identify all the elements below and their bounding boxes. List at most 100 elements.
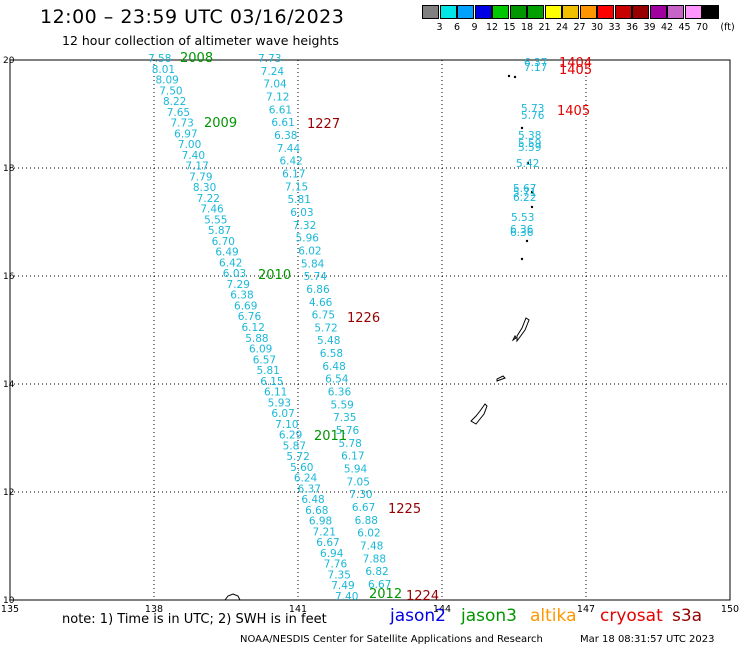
island-dot (525, 239, 529, 243)
swh-value: 6.38 (274, 130, 297, 142)
mission-label-jason3: jason3 (461, 606, 517, 626)
jason3-time-label: 2010 (258, 268, 291, 283)
colorbar-label: 24 (555, 22, 569, 33)
swh-value: 6.36 (328, 387, 352, 399)
swh-value: 7.58 (148, 53, 171, 65)
colorbar-swatch (684, 5, 702, 19)
colorbar-label: 45 (678, 22, 691, 33)
lon-tick-label: 147 (577, 604, 595, 615)
island-outline (511, 334, 517, 342)
colorbar-swatch (579, 5, 597, 19)
swh-value: 5.60 (290, 462, 313, 474)
island-outline (496, 375, 506, 382)
swh-value: 5.74 (304, 271, 328, 283)
swh-value: 7.76 (324, 559, 348, 571)
swh-value: 6.94 (320, 548, 344, 560)
swh-value: 6.48 (322, 361, 345, 373)
swh-value: 7.10 (275, 419, 298, 431)
swh-value: 7.44 (277, 143, 301, 155)
island-outline (516, 317, 530, 343)
swh-value: 6.61 (269, 104, 292, 116)
swh-value: 5.42 (516, 158, 539, 170)
swh-value: 7.21 (313, 526, 336, 538)
lat-tick-label: 14 (3, 380, 15, 390)
swh-value: 5.48 (317, 335, 340, 347)
swh-value: 7.88 (363, 553, 386, 565)
colorbar-unit: (ft) (720, 22, 735, 33)
s3a-time-label: 1404 (559, 56, 592, 71)
swh-value: 5.72 (286, 451, 309, 463)
island-dot (530, 190, 534, 194)
colorbar-label: 70 (695, 22, 709, 33)
swh-value: 5.87 (283, 440, 306, 452)
colorbar-swatch (614, 5, 632, 19)
swh-value: 6.97 (174, 128, 197, 140)
swh-value: 8.09 (155, 75, 178, 87)
swh-value: 6.17 (341, 451, 364, 463)
colorbar-swatch (667, 5, 684, 19)
cryosat-time-label: 1226 (347, 311, 380, 326)
page-subtitle: 12 hour collection of altimeter wave hei… (62, 33, 339, 48)
swh-value: 5.38 (518, 130, 541, 142)
swh-value: 4.66 (309, 297, 333, 309)
lat-tick-label: 20 (3, 56, 15, 66)
swh-value: 7.24 (261, 66, 285, 78)
lat-tick-label: 18 (3, 164, 15, 174)
colorbar-label: 9 (471, 22, 478, 33)
colorbar-swatch (702, 5, 719, 19)
colorbar-swatch (492, 5, 509, 19)
swh-value: 5.87 (208, 225, 231, 237)
swh-value: 6.11 (264, 387, 287, 399)
swh-value: 6.69 (234, 300, 257, 312)
colorbar-label: 12 (485, 22, 499, 33)
swh-value: 5.55 (204, 214, 227, 226)
swh-value: 7.32 (293, 220, 316, 232)
swh-value: 6.75 (312, 310, 335, 322)
island-outline (470, 403, 488, 425)
swh-value: 6.37 (298, 483, 321, 495)
swh-value: 7.12 (266, 91, 289, 103)
swh-value: 6.38 (230, 290, 253, 302)
island-dot (526, 161, 530, 165)
swh-value: 7.17 (524, 62, 547, 74)
swh-value: 6.22 (513, 192, 536, 204)
swh-value: 7.73 (170, 118, 193, 130)
swh-value: 6.88 (355, 515, 378, 527)
swh-value: 7.46 (200, 204, 224, 216)
swh-value: 6.70 (212, 236, 235, 248)
jason3-time-label: 2011 (314, 429, 347, 444)
swh-value: 6.03 (290, 207, 313, 219)
swh-value: 6.67 (368, 579, 391, 591)
swh-value: 6.68 (305, 505, 328, 517)
swh-value: 5.96 (296, 233, 320, 245)
swh-value: 5.76 (521, 110, 545, 122)
mission-label-jason2: jason2 (390, 606, 446, 626)
jason3-time-label: 2012 (369, 587, 402, 602)
swh-value: 6.67 (352, 502, 375, 514)
swh-value: 6.49 (215, 247, 238, 259)
colorbar-label: 18 (520, 22, 534, 33)
colorbar-label: 42 (660, 22, 674, 33)
swh-value: 6.42 (279, 156, 302, 168)
swh-value: 6.67 (316, 537, 339, 549)
island-dot (520, 126, 524, 130)
swh-value: 6.02 (357, 528, 380, 540)
mission-label-s3a: s3a (672, 606, 703, 626)
swh-value: 6.02 (298, 245, 321, 257)
colorbar-label: 30 (590, 22, 604, 33)
cryosat-time-label: 1225 (388, 502, 421, 517)
colorbar-label: 27 (573, 22, 586, 33)
swh-value: 8.22 (163, 96, 186, 108)
colorbar-label: 6 (453, 22, 461, 33)
swh-value: 5.59 (330, 399, 353, 411)
swh-value: 6.61 (271, 117, 294, 129)
lat-tick-label: 10 (3, 596, 15, 606)
colorbar-swatch (527, 5, 544, 19)
swh-value: 7.30 (349, 489, 372, 501)
swh-value: 8.01 (152, 64, 175, 76)
swh-value: 7.22 (197, 193, 220, 205)
colorbar-swatch (509, 5, 527, 19)
swh-value: 6.03 (223, 268, 246, 280)
colorbar-swatch (457, 5, 474, 19)
swh-value: 6.36 (510, 227, 534, 239)
